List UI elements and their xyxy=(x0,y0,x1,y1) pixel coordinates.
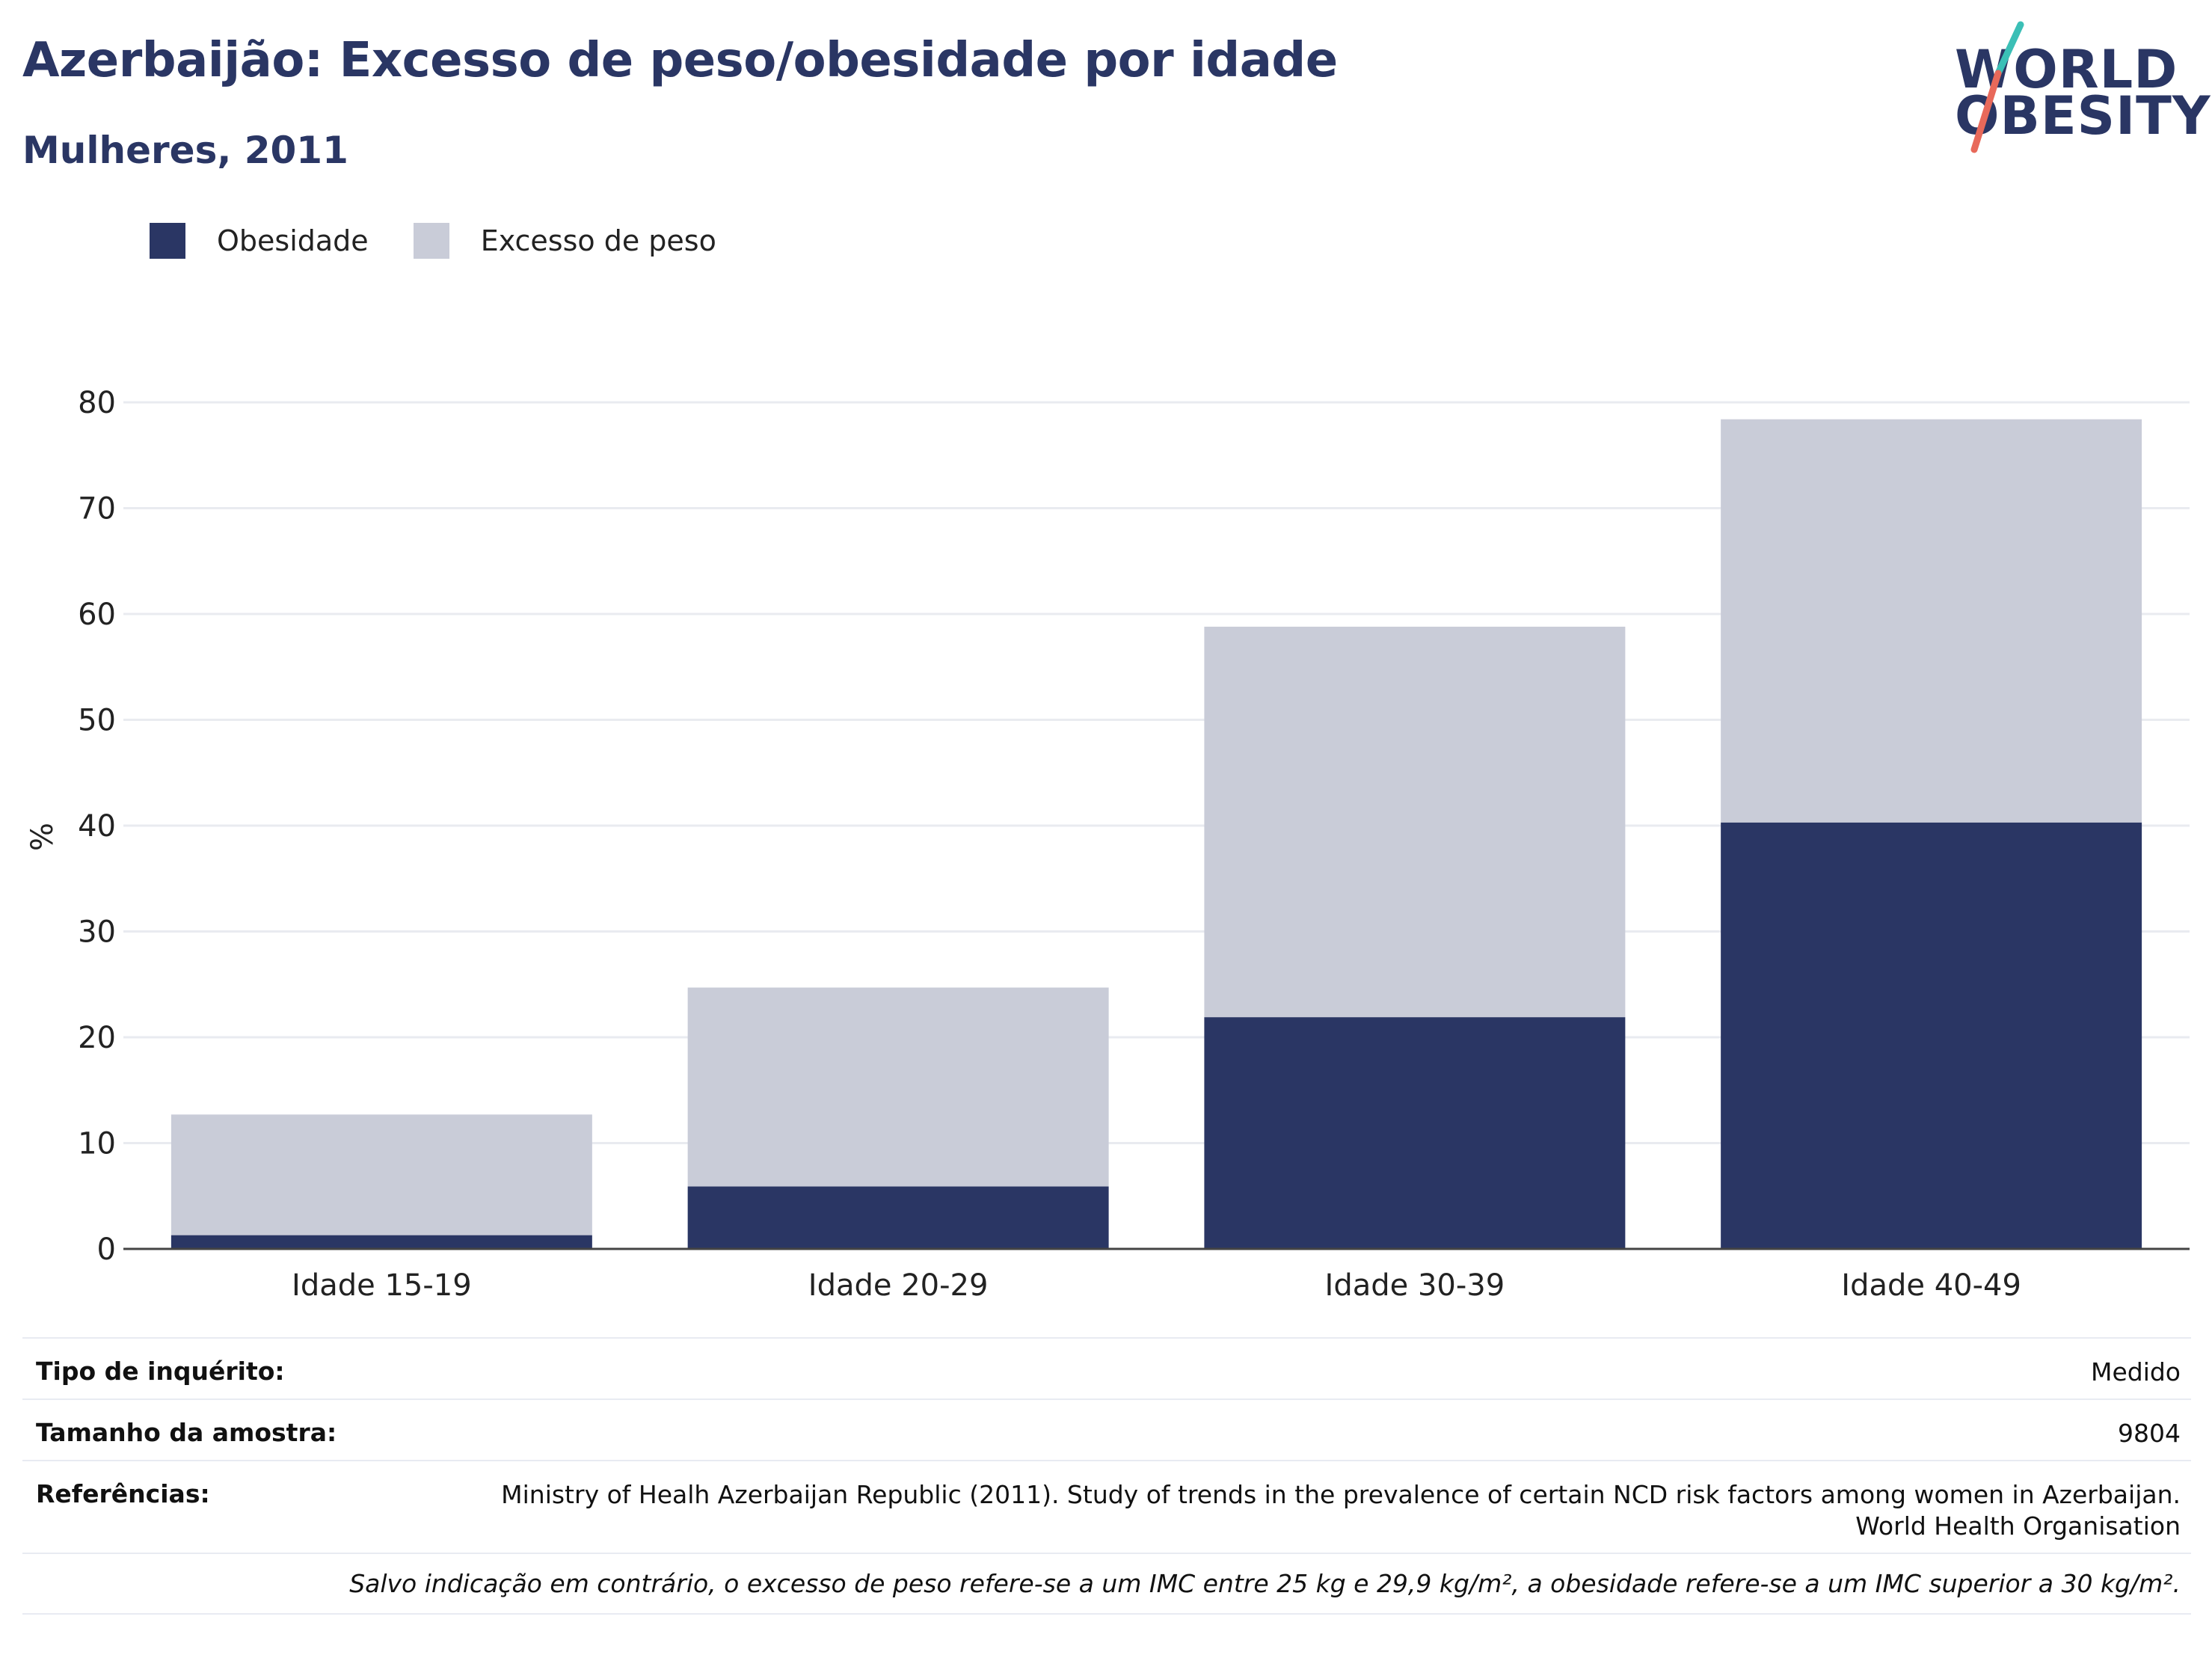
logo-slash-icon xyxy=(1970,21,2024,153)
bar-obesity[interactable] xyxy=(1721,822,2142,1249)
info-row-survey-type: Tipo de inquérito: Medido xyxy=(22,1337,2191,1398)
world-obesity-logo: WORLD OBESITY xyxy=(1952,21,2211,156)
bar-obesity[interactable] xyxy=(687,1186,1109,1249)
references-label: Referências: xyxy=(36,1479,210,1508)
chart-legend: Obesidade Excesso de peso xyxy=(150,223,761,259)
info-row-references: Referências: Ministry of Healh Azerbaija… xyxy=(22,1460,2191,1553)
legend-item-overweight[interactable]: Excesso de peso xyxy=(413,223,716,259)
x-tick-label: Idade 30-39 xyxy=(1325,1268,1505,1301)
x-tick-label: Idade 15-19 xyxy=(292,1268,472,1301)
info-row-sample-size: Tamanho da amostra: 9804 xyxy=(22,1398,2191,1460)
sample-size-value: 9804 xyxy=(2118,1419,2181,1448)
survey-type-value: Medido xyxy=(2090,1357,2181,1387)
chart-subtitle: Mulheres, 2011 xyxy=(22,129,348,172)
y-tick-label: 30 xyxy=(78,915,116,950)
y-axis-label: % xyxy=(25,823,60,851)
bar-obesity[interactable] xyxy=(1204,1017,1626,1249)
y-tick-label: 60 xyxy=(78,598,116,632)
definition-note: Salvo indicação em contrário, o excesso … xyxy=(22,1553,2191,1615)
legend-label-obesity: Obesidade xyxy=(217,224,369,257)
bar-overweight[interactable] xyxy=(687,987,1109,1187)
y-tick-label: 70 xyxy=(78,492,116,526)
sample-size-label: Tamanho da amostra: xyxy=(36,1418,337,1447)
legend-swatch-overweight xyxy=(413,223,449,259)
bar-obesity[interactable] xyxy=(170,1235,592,1249)
references-line1: Ministry of Healh Azerbaijan Republic (2… xyxy=(501,1480,2181,1509)
y-tick-label: 20 xyxy=(78,1021,116,1055)
stacked-bar-chart: 0 10 20 30 40 50 60 70 80% Idade 15-19 Idade 20-29… xyxy=(25,386,2190,1301)
bar-overweight[interactable] xyxy=(170,1114,592,1235)
y-tick-label: 40 xyxy=(78,809,116,844)
x-tick-label: Idade 20-29 xyxy=(808,1268,989,1301)
info-table: Tipo de inquérito: Medido Tamanho da amo… xyxy=(22,1337,2191,1615)
bar-overweight[interactable] xyxy=(1204,626,1626,1018)
legend-swatch-obesity xyxy=(150,223,185,259)
legend-label-overweight: Excesso de peso xyxy=(480,224,716,257)
y-tick-label: 0 xyxy=(97,1232,116,1267)
logo-line2: OBESITY xyxy=(1955,85,2211,147)
x-tick-label: Idade 40-49 xyxy=(1841,1268,2021,1301)
chart-title: Azerbaijão: Excesso de peso/obesidade po… xyxy=(22,33,1338,88)
references-value: Ministry of Healh Azerbaijan Republic (2… xyxy=(501,1479,2181,1542)
references-line2: World Health Organisation xyxy=(1855,1511,2181,1541)
legend-item-obesity[interactable]: Obesidade xyxy=(150,223,369,259)
bar-overweight[interactable] xyxy=(1721,419,2142,823)
y-tick-label: 50 xyxy=(78,704,116,738)
survey-type-label: Tipo de inquérito: xyxy=(36,1357,285,1386)
y-tick-label: 10 xyxy=(78,1127,116,1161)
y-tick-label: 80 xyxy=(78,386,116,420)
